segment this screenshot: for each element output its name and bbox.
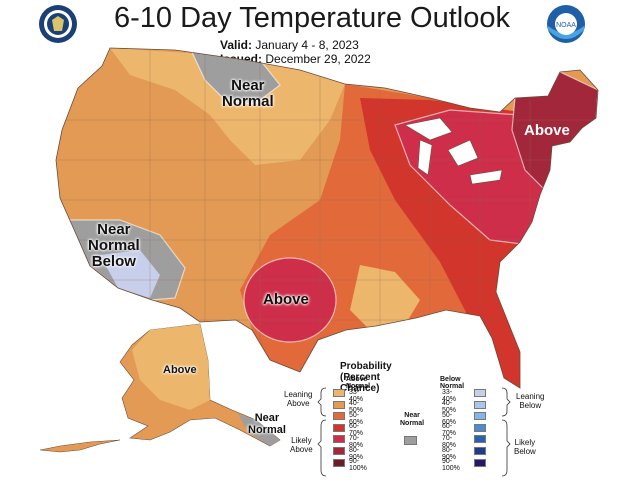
legend-below-swatch (474, 412, 486, 421)
legend-near-normal-swatch (404, 436, 417, 445)
legend-title: Probability (Percent Chance) (340, 361, 392, 394)
label-near-normal-west: Near Normal Below (88, 222, 140, 270)
legend-above-swatch (333, 400, 345, 409)
legend-leaning-below: Leaning Below (516, 392, 544, 410)
great-lakes (404, 117, 503, 185)
alaska-near-normal (238, 414, 280, 446)
legend-below-swatch (474, 435, 486, 444)
conus-outline (55, 47, 599, 389)
legend-near-line1: Near (404, 412, 420, 419)
legend-leaning-below-line2: Below (519, 401, 542, 410)
legend-above-range: 70-80% (349, 434, 364, 449)
legend-above-range: 33-40% (349, 388, 364, 403)
region-above-33-40-south (350, 265, 420, 330)
region-above-33-40-north (110, 48, 345, 165)
legend-likely-above: Likely Above (290, 436, 313, 454)
label-below-west: Below (91, 253, 136, 270)
label-near-normal-alaska: Near Normal (248, 412, 286, 436)
legend-below-range: 70-80% (442, 434, 457, 449)
legend-below-range: 40-50% (442, 400, 457, 415)
legend-leaning-below-line1: Leaning (516, 392, 545, 401)
noaa-logo-text: NOAA (556, 22, 576, 29)
legend-below-header: Below Normal (440, 376, 465, 390)
label-near-normal-west-line1: Near (97, 221, 131, 238)
legend-below-swatch (474, 389, 486, 397)
legend-near-normal: Near Normal (400, 412, 424, 428)
legend-above-range: 90-100% (349, 458, 367, 473)
legend-above-swatch (333, 458, 345, 467)
legend-above-range: 60-70% (349, 423, 364, 438)
commerce-seal-icon (39, 5, 77, 43)
legend-below-swatch (474, 458, 486, 467)
legend-likely-above-line2: Above (290, 445, 313, 454)
legend-leaning-above-line1: Leaning (284, 390, 313, 399)
label-above-northeast: Above (524, 122, 570, 139)
legend-above-range: 50-60% (349, 411, 364, 426)
legend-above-swatch (333, 435, 345, 444)
legend-above-swatch (333, 423, 345, 432)
region-above-70-80-south (243, 257, 337, 343)
conus-map (56, 48, 598, 388)
legend-above-range: 80-90% (349, 446, 364, 461)
issued-value: December 29, 2022 (265, 52, 371, 66)
label-near-normal-alaska-line2: Normal (248, 424, 286, 436)
page-title: 6-10 Day Temperature Outlook (113, 2, 510, 34)
valid-dates: Valid: January 4 - 8, 2023 (220, 38, 359, 52)
legend-below-range: 90-100% (442, 458, 460, 473)
legend-likely-above-line1: Likely (291, 436, 312, 445)
legend-below-swatch (474, 423, 486, 432)
legend-below-range: 80-90% (442, 446, 457, 461)
legend-above-range: 40-50% (349, 400, 364, 415)
valid-label: Valid: (220, 38, 253, 52)
valid-value: January 4 - 8, 2023 (255, 38, 359, 52)
label-near-normal-alaska-line1: Near (254, 412, 280, 424)
legend-above-swatch (333, 447, 345, 455)
legend-above-swatch (333, 412, 345, 421)
legend-leaning-above: Leaning Above (284, 390, 312, 408)
legend-below-range: 60-70% (442, 423, 457, 438)
label-near-normal-north-line1: Near (231, 77, 265, 94)
noaa-logo-icon: NOAA (547, 5, 585, 43)
alaska-above-33-40 (132, 324, 210, 410)
legend-near-line2: Normal (400, 420, 425, 427)
legend-above-swatch (333, 389, 345, 397)
legend-leaning-above-line2: Above (286, 399, 310, 408)
legend-above-header: Above Normal (346, 376, 371, 390)
label-near-normal-west-line2: Normal (88, 237, 140, 254)
legend-likely-below-line2: Below (514, 447, 536, 456)
label-above-south: Above (263, 291, 309, 308)
region-below-33-40-west (100, 250, 160, 298)
label-near-normal-north: Near Normal (222, 78, 274, 110)
legend-below-range: 50-60% (442, 411, 457, 426)
legend-below-swatch (474, 447, 486, 455)
aleutian-islands (39, 439, 121, 453)
state-lines (58, 50, 598, 350)
legend-below-swatch (474, 400, 486, 409)
legend-likely-below-line1: Likely (514, 438, 536, 447)
legend-below-range: 33-40% (442, 388, 457, 403)
label-above-alaska: Above (163, 364, 197, 376)
legend-likely-below: Likely Below (514, 438, 536, 456)
label-near-normal-north-line2: Normal (222, 93, 274, 110)
